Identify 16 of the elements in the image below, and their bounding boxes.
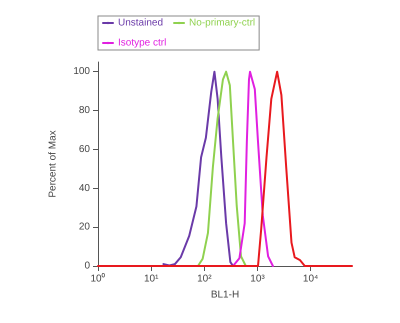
x-tick-label: 10¹ (144, 274, 160, 284)
x-axis-title: BL1-H (210, 290, 240, 300)
y-tick-label: 40 (78, 182, 90, 194)
y-tick-label: 100 (73, 66, 90, 78)
y-tick-label: 80 (78, 105, 90, 116)
y-axis-title: Percent of Max (48, 130, 58, 198)
legend-label: Isotype ctrl (118, 38, 166, 48)
legend-label: Unstained (118, 18, 164, 28)
x-tick-label: 10⁴ (302, 274, 318, 284)
y-tick-label: 60 (78, 144, 90, 155)
y-tick-label: 20 (78, 222, 90, 233)
x-tick-label: 10⁰ (90, 272, 106, 284)
y-tick-label: 0 (84, 260, 90, 272)
legend-label: No-primary-ctrl (189, 18, 256, 28)
x-tick-label: 10³ (250, 274, 266, 284)
x-tick-label: 10² (197, 274, 212, 284)
